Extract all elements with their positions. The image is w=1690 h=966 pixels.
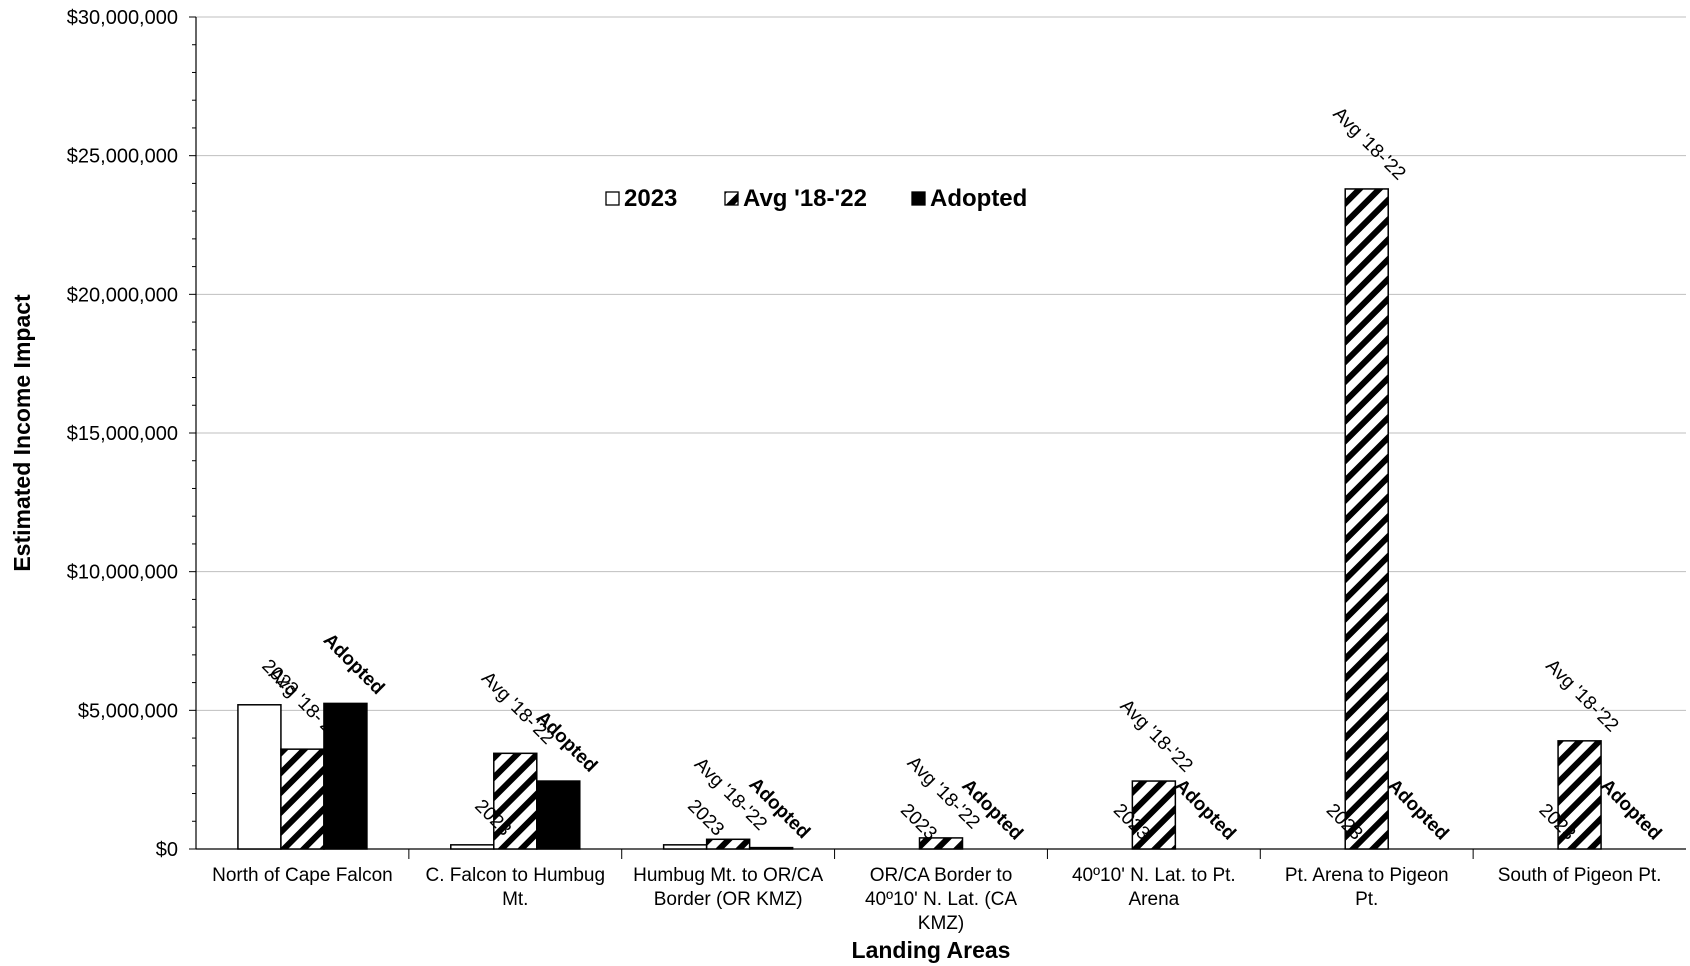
data-label: Adopted [1596, 775, 1665, 844]
bar [323, 702, 368, 850]
x-tick-label-line: Mt. [502, 889, 528, 910]
bar [450, 844, 495, 850]
x-tick-label-line: KMZ) [918, 913, 964, 934]
x-axis-title: Landing Areas [852, 937, 1011, 963]
y-tick-label: $20,000,000 [67, 284, 178, 306]
bar [280, 748, 325, 850]
x-tick-label: C. Falcon to Humbug Mt. [426, 865, 606, 910]
data-label: Avg '18-'22 [1329, 103, 1410, 184]
data-label: Adopted [319, 630, 388, 699]
x-tick-label: South of Pigeon Pt. [1498, 865, 1662, 886]
x-tick-label-line: North of Cape Falcon [212, 865, 393, 886]
x-tick-label-line: Border (OR KMZ) [654, 889, 803, 910]
y-tick-label: $0 [156, 839, 178, 861]
legend-swatch [911, 191, 926, 206]
legend-swatch [724, 191, 739, 206]
bar [1344, 188, 1389, 850]
bar [705, 838, 751, 850]
x-tick-label-line: 40º10' N. Lat. to Pt. [1072, 865, 1236, 886]
x-tick-label-line: Pt. Arena to Pigeon [1285, 865, 1449, 886]
y-tick-label: $25,000,000 [67, 146, 178, 168]
legend: 2023 Avg '18-'22 Adopted [605, 185, 1027, 212]
y-tick-label: $5,000,000 [78, 700, 178, 722]
legend-label: Adopted [930, 185, 1027, 212]
bar [918, 837, 964, 850]
x-tick-label: 40º10' N. Lat. to Pt. Arena [1072, 865, 1236, 910]
x-tick-label-line: OR/CA Border to [870, 865, 1013, 886]
data-label: Adopted [1170, 775, 1239, 844]
y-tick-label: $30,000,000 [67, 7, 178, 29]
legend-label: Avg '18-'22 [743, 185, 867, 212]
x-tick-label-line: 40º10' N. Lat. (CA [865, 889, 1017, 910]
bar [493, 752, 538, 850]
bar [748, 846, 794, 850]
axes: $0 $5,000,000 $10,000,000 $15,000,000 $20,00… [9, 7, 1686, 963]
x-tick-label: Pt. Arena to Pigeon Pt. [1285, 865, 1449, 910]
y-tick-label: $10,000,000 [67, 562, 178, 584]
legend-swatch [605, 191, 620, 206]
x-tick-label-line: Arena [1129, 889, 1180, 910]
y-axis-title: Estimated Income Impact [9, 294, 35, 572]
x-tick-label-line: C. Falcon to Humbug [426, 865, 606, 886]
bar [237, 704, 282, 850]
data-label: Avg '18-'22 [1541, 655, 1622, 736]
bar [1131, 780, 1177, 850]
legend-label: 2023 [624, 185, 677, 212]
data-label: Adopted [1383, 775, 1452, 844]
x-tick-label: Humbug Mt. to OR/CA Border (OR KMZ) [633, 865, 823, 910]
bar [536, 780, 581, 850]
data-label: 2023 [683, 796, 728, 841]
x-tick-label-line: Humbug Mt. to OR/CA [633, 865, 823, 886]
bars [237, 188, 1602, 850]
y-tick-label: $15,000,000 [67, 423, 178, 445]
bar [1557, 740, 1602, 850]
bar [662, 844, 708, 850]
x-tick-label: OR/CA Border to 40º10' N. Lat. (CA KMZ) [865, 865, 1017, 934]
x-tick-label-line: Pt. [1355, 889, 1378, 910]
data-label: Avg '18-'22 [1116, 696, 1197, 777]
x-tick-label: North of Cape Falcon [212, 865, 393, 886]
x-tick-label-line: South of Pigeon Pt. [1498, 865, 1662, 886]
gridlines [196, 16, 1686, 711]
